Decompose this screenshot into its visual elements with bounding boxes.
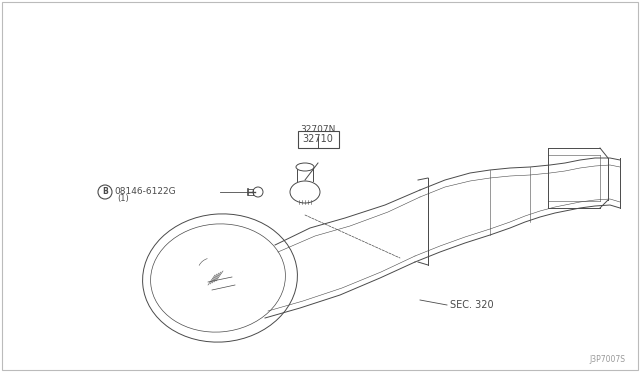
Text: (1): (1) (117, 195, 129, 203)
Text: 32707N: 32707N (300, 125, 336, 135)
Text: 08146-6122G: 08146-6122G (114, 186, 175, 196)
FancyBboxPatch shape (298, 131, 339, 148)
Ellipse shape (296, 163, 314, 171)
Text: B: B (102, 187, 108, 196)
Text: 32710: 32710 (303, 134, 333, 144)
Ellipse shape (290, 181, 320, 203)
Text: SEC. 320: SEC. 320 (450, 300, 493, 310)
Text: J3P7007S: J3P7007S (589, 355, 625, 364)
